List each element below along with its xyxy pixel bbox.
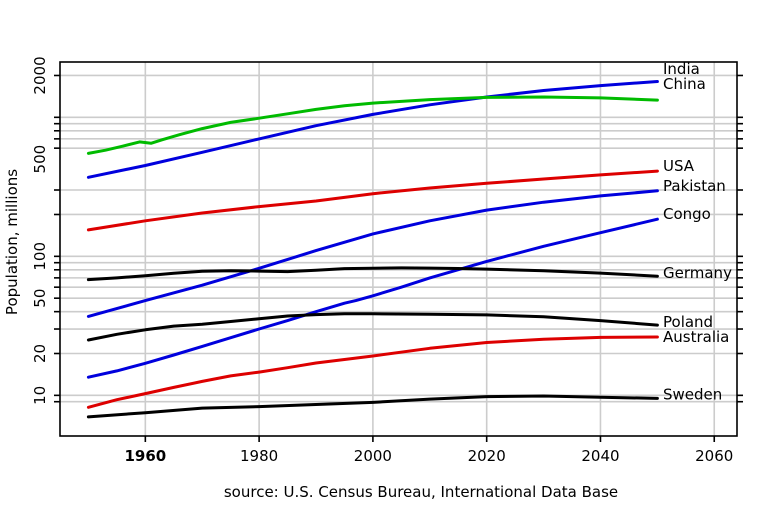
series-label-sweden: Sweden <box>663 385 722 403</box>
series-label-australia: Australia <box>663 328 729 346</box>
y-tick-label: 50 <box>31 289 49 308</box>
series-line-australia <box>86 335 659 409</box>
y-tick-label: 20 <box>31 344 49 363</box>
series-line-china <box>86 95 659 155</box>
y-tick-label: 2000 <box>31 56 49 94</box>
axis-ticks: 1960 1980 2000 2020 2040 2060 10 20 50 100 500 2000 <box>31 56 743 465</box>
series-line-germany <box>86 266 659 282</box>
series-line-sweden <box>86 394 659 419</box>
series-line-poland <box>86 312 659 342</box>
x-tick-label: 2040 <box>581 447 619 465</box>
series-line-pakistan <box>86 189 659 318</box>
series-line-usa <box>86 169 659 232</box>
x-tick-label: 2000 <box>354 447 392 465</box>
series-label-germany: Germany <box>663 264 732 282</box>
x-tick-label: 1980 <box>240 447 278 465</box>
series-line-congo <box>86 217 659 379</box>
series-label-china: China <box>663 75 706 93</box>
y-tick-label: 10 <box>31 386 49 405</box>
y-axis-title: Population, millions <box>3 169 21 315</box>
series-label-usa: USA <box>663 157 695 175</box>
series-label-poland: Poland <box>663 313 713 331</box>
series-line-india <box>86 80 659 179</box>
series-label-india: India <box>663 60 700 78</box>
series-lines <box>86 80 659 419</box>
grid-lines <box>60 62 737 436</box>
x-tick-label: 1960 <box>124 447 166 465</box>
series-label-congo: Congo <box>663 205 711 223</box>
plot-frame <box>59 61 738 437</box>
series-label-pakistan: Pakistan <box>663 177 726 195</box>
x-tick-label: 2020 <box>468 447 506 465</box>
x-tick-label: 2060 <box>695 447 733 465</box>
source-note: source: U.S. Census Bureau, Internationa… <box>224 483 618 501</box>
y-tick-label: 500 <box>31 145 49 174</box>
y-tick-label: 100 <box>31 242 49 271</box>
